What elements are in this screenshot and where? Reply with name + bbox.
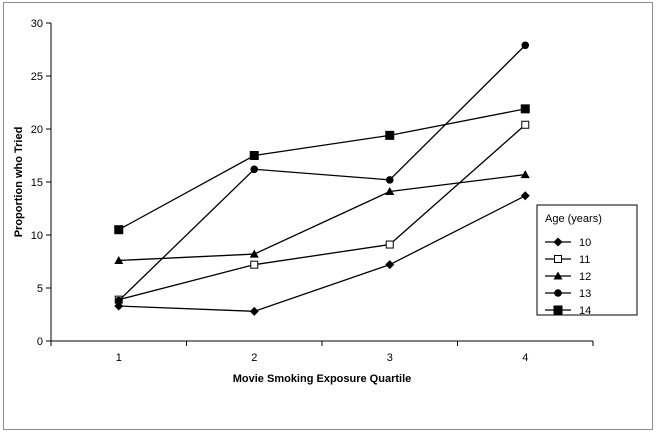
data-point — [249, 151, 259, 160]
series-12 — [114, 170, 530, 264]
y-axis-title: Proportion who Tried — [13, 127, 25, 238]
legend-marker — [554, 289, 562, 297]
series-line-14 — [118, 108, 526, 231]
data-point — [385, 176, 394, 184]
data-point — [521, 41, 530, 50]
x-ticks: 1 2 3 4 — [50, 341, 594, 364]
data-point — [521, 120, 530, 129]
data-point — [250, 260, 259, 269]
legend-item-14: 14 — [545, 305, 591, 317]
data-point — [114, 225, 124, 235]
legend-label: 13 — [579, 288, 591, 300]
series-11 — [114, 120, 530, 304]
data-point — [249, 249, 259, 258]
x-axis-title: Movie Smoking Exposure Quartile — [233, 373, 412, 385]
data-point — [249, 306, 259, 316]
legend-label: 11 — [579, 254, 590, 266]
data-point — [250, 165, 259, 174]
data-point — [520, 170, 530, 179]
data-point — [385, 187, 395, 196]
legend-marker — [553, 305, 563, 315]
x-tick-label: 4 — [522, 352, 528, 364]
series-14 — [114, 104, 530, 235]
data-point — [114, 255, 124, 264]
data-point — [385, 240, 394, 249]
legend-marker — [553, 237, 563, 247]
y-tick-label: 5 — [37, 283, 43, 295]
series-13 — [114, 41, 530, 305]
legend-box — [536, 204, 638, 316]
legend-item-12: 12 — [545, 271, 591, 283]
y-tick-label: 25 — [31, 71, 43, 83]
y-tick-label: 0 — [37, 336, 43, 348]
legend-marker — [553, 271, 563, 280]
y-ticks: 0 5 10 15 20 25 30 — [31, 18, 51, 348]
series-10 — [114, 191, 530, 316]
y-tick-label: 15 — [31, 177, 43, 189]
series-line-12 — [118, 173, 526, 262]
series-line-13 — [118, 44, 526, 302]
axes — [50, 23, 593, 342]
x-tick-label: 1 — [116, 352, 122, 364]
series-group — [114, 41, 530, 316]
data-point — [385, 130, 395, 140]
y-tick-label: 30 — [31, 18, 43, 30]
series-line-10 — [118, 195, 526, 312]
x-tick-label: 2 — [251, 352, 257, 364]
legend-item-10: 10 — [545, 237, 591, 249]
data-point — [520, 104, 530, 114]
legend: Age (years) 10 11 12 13 14 — [536, 204, 638, 317]
y-tick-label: 20 — [31, 124, 43, 136]
legend-item-11: 11 — [545, 254, 590, 266]
y-tick-label: 10 — [31, 230, 43, 242]
data-point — [114, 296, 123, 305]
data-point — [385, 260, 395, 270]
data-point — [520, 191, 530, 201]
legend-label: 12 — [579, 271, 591, 283]
x-tick-label: 3 — [387, 352, 393, 364]
legend-label: 10 — [579, 237, 591, 249]
legend-marker — [554, 255, 562, 263]
legend-title: Age (years) — [545, 213, 602, 225]
legend-items: 10 11 12 13 14 — [545, 237, 591, 317]
legend-label: 14 — [579, 305, 591, 317]
legend-item-13: 13 — [545, 288, 591, 300]
series-line-11 — [118, 124, 526, 301]
